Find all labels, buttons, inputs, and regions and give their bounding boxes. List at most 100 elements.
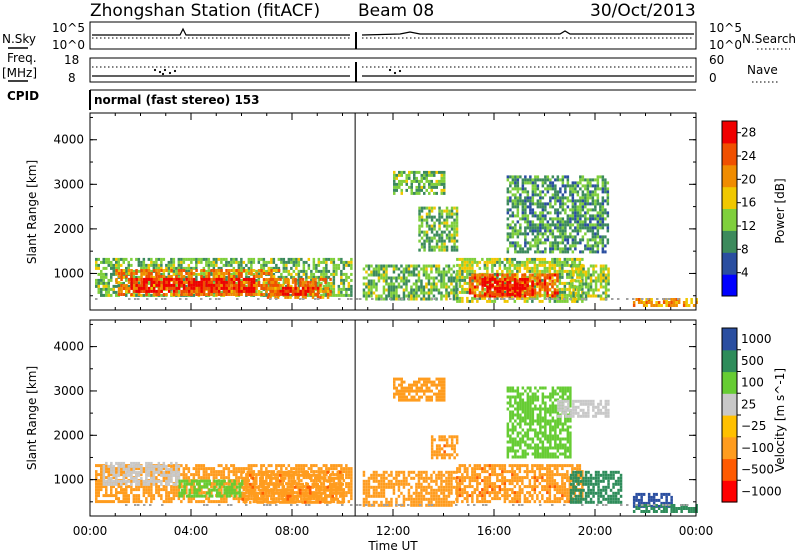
date-label: 30/Oct/2013: [590, 1, 696, 21]
power-cell: [601, 190, 605, 194]
power-cell: [301, 295, 305, 299]
power-cell: [132, 272, 136, 275]
freq-panel-frame: [89, 57, 697, 83]
power-cell: [516, 286, 519, 290]
power-cell: [604, 244, 607, 248]
velocity-cell: [242, 482, 246, 486]
power-cell: [155, 257, 158, 261]
power-cell: [262, 272, 266, 275]
power-cell: [442, 285, 446, 289]
velocity-cell: [317, 470, 321, 474]
velocity-cell: [125, 485, 128, 489]
power-cell: [257, 260, 261, 264]
power-cell: [546, 202, 550, 206]
velocity-cell: [150, 491, 153, 495]
power-cell: [445, 227, 449, 231]
power-cell: [543, 296, 547, 300]
power-cell: [443, 245, 446, 249]
power-cell: [107, 287, 110, 291]
power-cell: [538, 273, 542, 277]
velocity-cell: [312, 479, 316, 483]
power-cell: [130, 257, 133, 261]
power-cell: [202, 289, 206, 293]
power-cell: [551, 205, 555, 209]
power-cell: [571, 181, 575, 185]
power-cell: [438, 212, 441, 216]
velocity-cell: [320, 497, 323, 501]
power-cell: [533, 276, 537, 280]
power-cell: [541, 293, 544, 297]
power-cell: [554, 202, 557, 206]
power-cell: [543, 279, 547, 283]
power-cell: [105, 260, 108, 264]
nsearch-tick-top: 10^5: [709, 21, 742, 35]
power-cell: [531, 280, 534, 284]
power-cell: [132, 284, 136, 287]
power-cell: [365, 285, 368, 289]
power-cell: [322, 284, 326, 288]
power-cell: [645, 304, 648, 307]
power-cell: [398, 182, 401, 186]
power-cell: [556, 279, 559, 283]
power-cell: [606, 214, 610, 218]
power-cell: [195, 257, 198, 261]
power-cell: [402, 267, 406, 271]
power-cell: [450, 245, 454, 249]
power-cell: [571, 199, 575, 203]
velocity-cell: [200, 476, 203, 480]
power-cell: [576, 214, 580, 218]
power-cell: [182, 289, 186, 293]
power-cell: [586, 226, 590, 230]
velocity-cell: [197, 500, 201, 504]
power-cell: [337, 266, 341, 270]
velocity-cell: [140, 473, 143, 477]
velocity-cell: [162, 488, 166, 492]
velocity-cell: [137, 488, 141, 492]
power-cell: [330, 257, 333, 261]
power-cell: [380, 276, 383, 280]
power-cell: [594, 217, 597, 221]
power-cell: [519, 250, 522, 254]
power-cell: [481, 275, 484, 279]
velocity-cell: [167, 470, 171, 474]
velocity-cell: [180, 482, 183, 486]
power-cell: [506, 208, 510, 212]
nsky-label: N.Sky: [2, 32, 36, 46]
power-cell: [541, 196, 545, 200]
velocity-cell: [222, 494, 226, 498]
power-cell: [458, 266, 462, 270]
power-cell: [445, 285, 448, 289]
power-colorbar-tick-label: 8: [741, 242, 749, 256]
ground-scatter-cell: [371, 298, 374, 300]
power-cell: [559, 190, 562, 194]
power-cell: [317, 284, 321, 288]
power-cell: [576, 199, 580, 203]
power-cell: [422, 267, 426, 271]
power-cell: [122, 272, 126, 275]
power-cell: [147, 277, 151, 281]
power-cell: [514, 244, 517, 248]
power-cell: [594, 226, 597, 230]
power-cell: [290, 284, 293, 288]
power-cell: [604, 208, 607, 212]
power-cell: [319, 283, 322, 287]
power-cell: [445, 215, 449, 219]
power-cell: [402, 297, 406, 301]
velocity-cell: [172, 497, 176, 501]
power-cell: [423, 218, 426, 222]
power-cell: [297, 275, 301, 279]
power-cell: [172, 280, 176, 284]
power-cell: [286, 280, 290, 284]
power-cell: [187, 289, 191, 293]
power-cell: [262, 287, 266, 290]
power-colorbar-tick-label: 24: [741, 149, 756, 163]
power-cell: [435, 185, 438, 189]
power-cell: [596, 214, 600, 218]
power-cell: [301, 280, 305, 284]
power-cell: [393, 173, 396, 177]
power-cell: [438, 206, 441, 210]
power-cell: [481, 296, 484, 300]
power-cell: [511, 205, 515, 209]
power-cell: [466, 281, 469, 285]
power-cell: [473, 291, 477, 295]
